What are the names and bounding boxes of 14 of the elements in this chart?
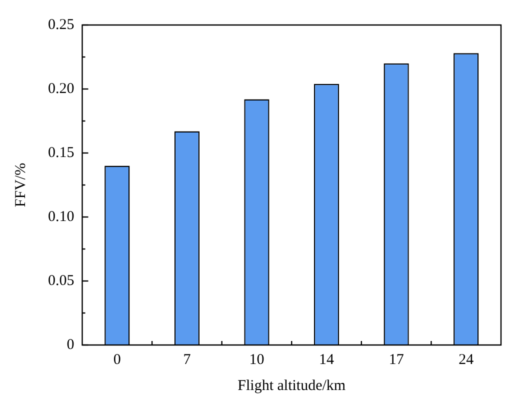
x-tick-label: 10 [249, 352, 264, 368]
y-axis-title: FFV/% [12, 162, 29, 208]
y-tick-label: 0.15 [48, 144, 74, 161]
y-tick-label: 0.20 [48, 80, 74, 97]
y-tick-label: 0.10 [48, 208, 74, 225]
x-tick-label: 17 [388, 352, 404, 368]
x-tick-label: 0 [113, 352, 121, 368]
x-tick-label: 14 [319, 352, 335, 368]
x-tick-label: 24 [458, 352, 474, 368]
x-axis-title: Flight altitude/km [238, 378, 346, 394]
y-tick-label: 0 [66, 336, 74, 353]
y-tick-label: 0.05 [48, 272, 74, 289]
y-tick-label: 0.25 [48, 16, 74, 33]
x-tick-label: 7 [183, 352, 192, 368]
